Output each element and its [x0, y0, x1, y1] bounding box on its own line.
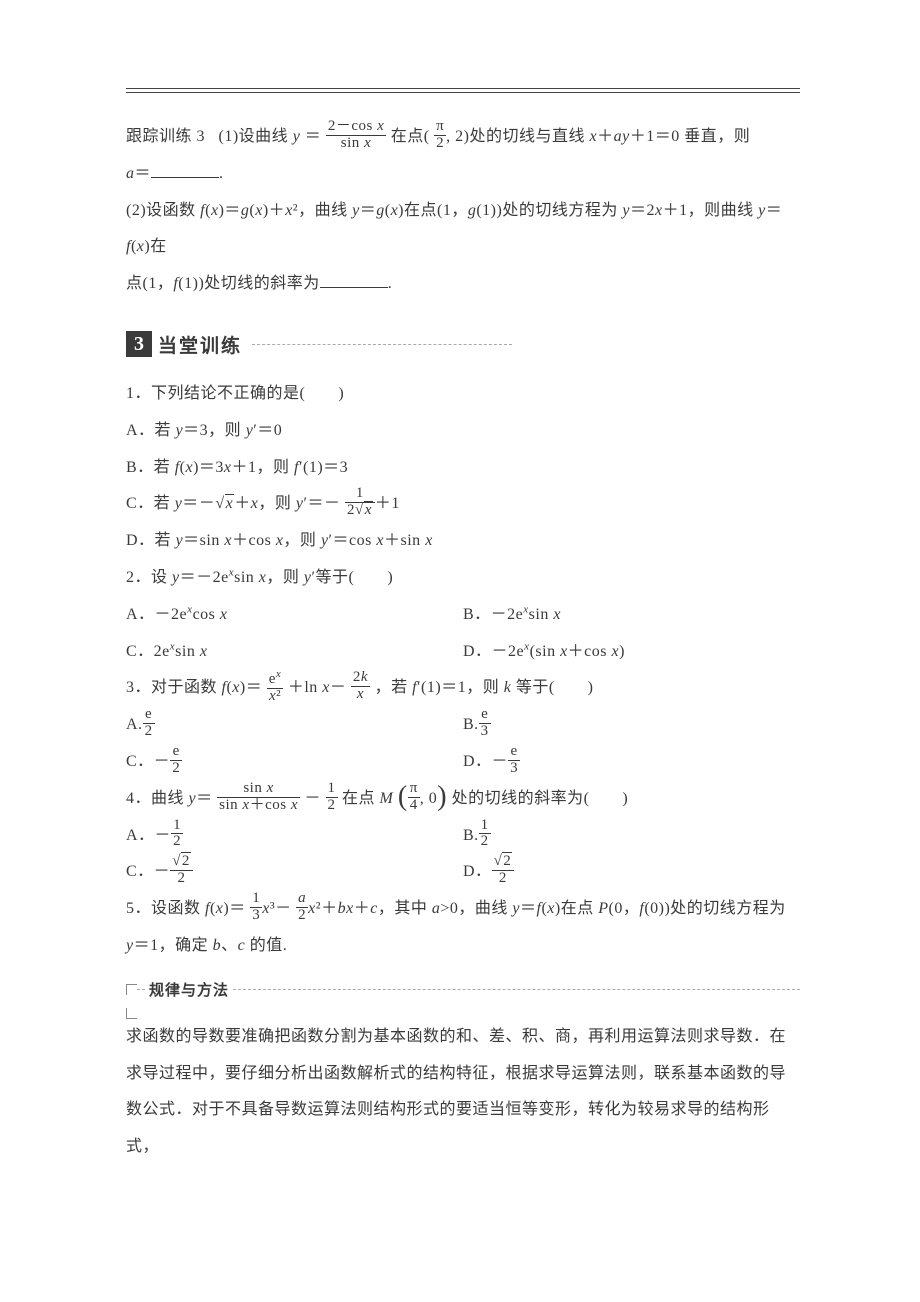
rules-p3: 数公式．对于不具备导数运算法则结构形式的要适当恒等变形，转化为较易求导的结构形式…	[126, 1092, 800, 1166]
tracking-p1-line2: a＝.	[126, 156, 800, 193]
tracking-label: 跟踪训练 3	[126, 128, 205, 145]
rules-label: 规律与方法	[145, 979, 233, 1000]
tracking-p2-line2: 点(1，f(1))处切线的斜率为.	[126, 266, 800, 303]
section-number: 3	[126, 331, 152, 357]
blank-slope	[320, 271, 388, 288]
q5-line1: 5．设函数 f(x)＝ 13x³－ a2x²＋bx＋c，其中 a>0，曲线 y＝…	[126, 891, 800, 928]
q2-C: C．2exsin x	[126, 634, 463, 671]
corner-icon	[126, 984, 137, 995]
rules-header: 规律与方法	[126, 979, 800, 1000]
q4-A: A．－12	[126, 818, 463, 855]
tracking-p2-line1: (2)设函数 f(x)＝g(x)＋x²，曲线 y＝g(x)在点(1，g(1))处…	[126, 193, 800, 267]
top-rule	[126, 88, 800, 93]
q2-opts-row2: C．2exsin x D．－2ex(sin x＋cos x)	[126, 634, 800, 671]
tracking-p1-line1: 跟踪训练 3 (1)设曲线 y ＝ 2－cos x sin x 在点( π 2 …	[126, 119, 800, 156]
rules-p2: 求导过程中，要仔细分析出函数解析式的结构特征，根据求导运算法则，联系基本函数的导	[126, 1056, 800, 1093]
frac-2minuscos-over-sin: 2－cos x sin x	[326, 119, 386, 152]
q1-B: B．若 f(x)＝3x＋1，则 f′(1)＝3	[126, 450, 800, 487]
q2-opts-row1: A．－2excos x B．－2exsin x	[126, 597, 800, 634]
q3-opts-row1: A.e2 B.e3	[126, 707, 800, 744]
rules-p1: 求函数的导数要准确把函数分割为基本函数的和、差、积、商，再利用运算法则求导数．在	[126, 1019, 800, 1056]
q3-stem: 3．对于函数 f(x)＝ ex x² ＋ln x－ 2k x ，若 f′(1)＝…	[126, 670, 800, 707]
frac-2k-x: 2k x	[351, 670, 370, 703]
section-header: 3 当堂训练	[126, 331, 800, 358]
page: 跟踪训练 3 (1)设曲线 y ＝ 2－cos x sin x 在点( π 2 …	[0, 0, 920, 1226]
q4-opts-row1: A．－12 B.12	[126, 818, 800, 855]
q1-stem: 1．下列结论不正确的是( )	[126, 376, 800, 413]
q3-D: D．－e3	[463, 744, 800, 781]
q3-B: B.e3	[463, 707, 800, 744]
q2-B: B．－2exsin x	[463, 597, 800, 634]
q3-A: A.e2	[126, 707, 463, 744]
q4-stem: 4．曲线 y＝ sin x sin x＋cos x － 12 在点 M (π4,…	[126, 781, 800, 818]
frac-pi-2: π 2	[434, 119, 446, 152]
frac-1-over-2sqrtx: 1 2√x	[345, 486, 375, 519]
section-dash	[252, 344, 512, 345]
q2-D: D．－2ex(sin x＋cos x)	[463, 634, 800, 671]
q4-B: B.12	[463, 818, 800, 855]
q5-line2: y＝1，确定 b、c 的值.	[126, 928, 800, 965]
q2-A: A．－2excos x	[126, 597, 463, 634]
q3-C: C．－e2	[126, 744, 463, 781]
q2-stem: 2．设 y＝－2exsin x，则 y′等于( )	[126, 560, 800, 597]
blank-a	[151, 161, 219, 178]
frac-ex-x2: ex x²	[267, 669, 284, 705]
corner-bottom-icon	[126, 1008, 137, 1019]
frac-sinx-over: sin x sin x＋cos x	[217, 781, 300, 814]
q1-A: A．若 y＝3，则 y′＝0	[126, 413, 800, 450]
q1-C: C．若 y＝－√x＋x，则 y′＝－ 1 2√x ＋1	[126, 486, 800, 523]
q3-opts-row2: C．－e2 D．－e3	[126, 744, 800, 781]
q4-C: C．－√22	[126, 854, 463, 891]
q4-D: D．√22	[463, 854, 800, 891]
q1-D: D．若 y＝sin x＋cos x，则 y′＝cos x＋sin x	[126, 523, 800, 560]
section-title: 当堂训练	[158, 331, 242, 358]
q4-opts-row2: C．－√22 D．√22	[126, 854, 800, 891]
